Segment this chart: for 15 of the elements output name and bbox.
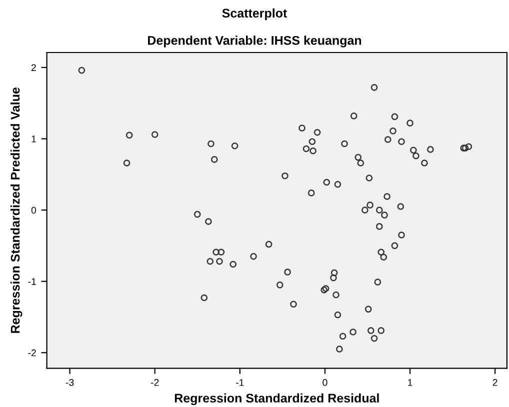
y-tick-label: 1 <box>32 136 36 142</box>
y-tick-label: 2 <box>31 64 36 71</box>
y-tick-label: -1 <box>28 278 36 285</box>
x-tick-label: -2 <box>150 379 159 386</box>
x-tick-label: -1 <box>236 379 244 386</box>
x-tick-label: -3 <box>66 379 74 386</box>
x-tick-label: 2 <box>492 379 498 386</box>
x-axis-title: Regression Standardized Residual <box>174 393 379 406</box>
y-tick-label: -2 <box>28 349 36 356</box>
y-tick-label: 0 <box>31 206 36 214</box>
x-tick-label: 0 <box>322 379 328 386</box>
y-axis-title: Regression Standardized Predicted Value <box>10 88 22 333</box>
chart-title: Scatterplot <box>222 8 287 20</box>
x-tick-label: 1 <box>408 379 412 386</box>
chart-subtitle: Dependent Variable: IHSS keuangan <box>148 36 362 48</box>
